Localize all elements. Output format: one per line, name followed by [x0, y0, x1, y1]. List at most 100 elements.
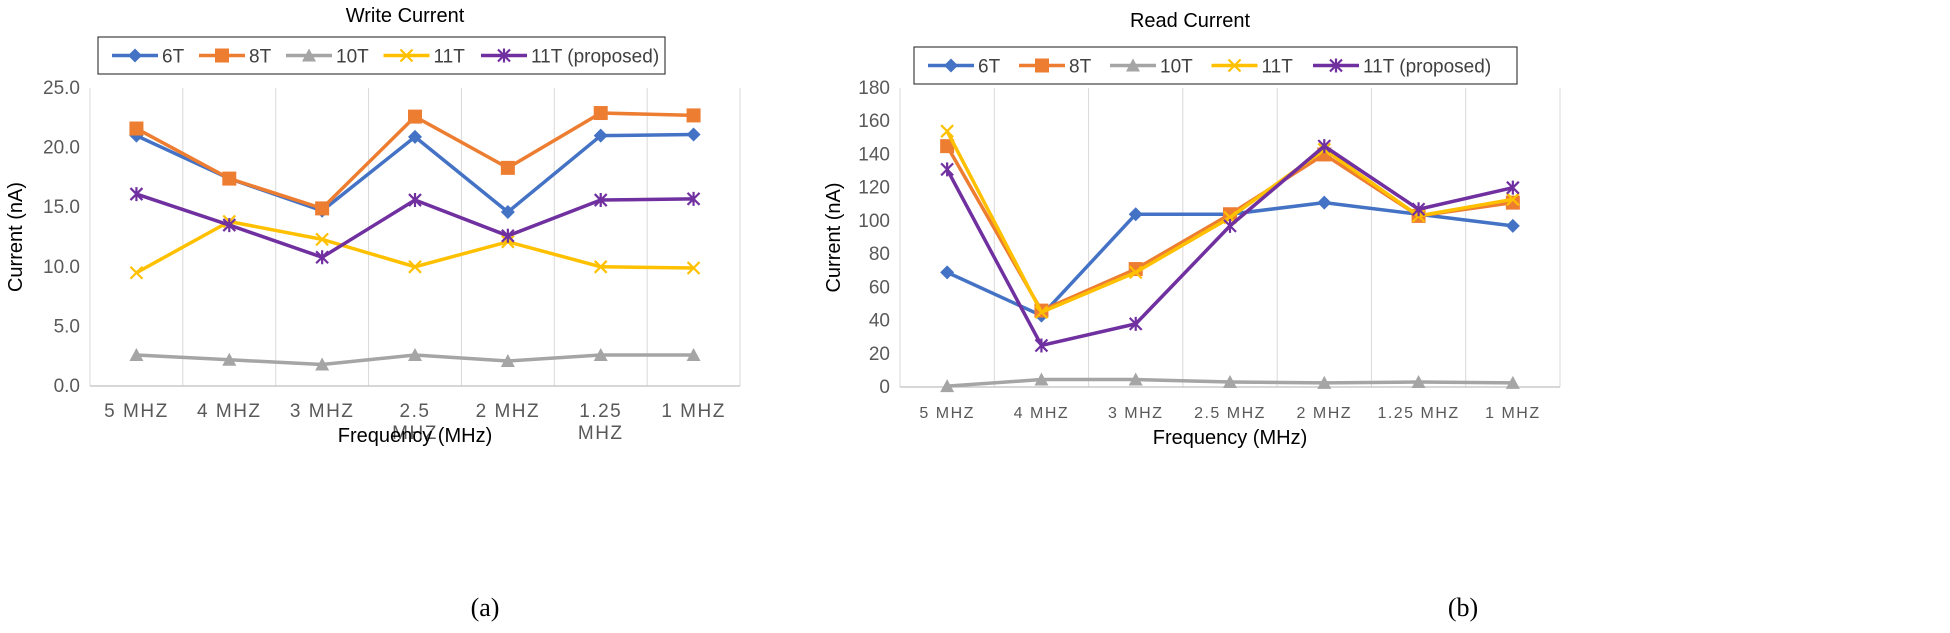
x-tick-label: 4 MHZ: [1014, 405, 1070, 422]
data-point: [593, 348, 608, 362]
series-11t-proposed: [129, 187, 701, 265]
y-tick-label: 60: [869, 277, 890, 298]
legend-marker: [302, 48, 316, 62]
data-point: [1128, 207, 1143, 222]
data-point: [1411, 375, 1426, 389]
data-point: [129, 187, 144, 202]
data-point: [408, 348, 422, 362]
legend-item: 10T: [286, 47, 369, 68]
data-point: [1411, 202, 1426, 217]
x-tick-label: 1.25 MHZ: [578, 401, 624, 444]
legend: 6T 8T 10T 11T 11T (proposed): [97, 36, 666, 75]
data-point: [940, 265, 955, 280]
legend-label: 11T (proposed): [1363, 57, 1491, 78]
data-point: [1034, 338, 1049, 353]
chart-title: Read Current: [1130, 10, 1251, 32]
legend-marker: [1126, 58, 1140, 72]
x-tick-label-line: MHZ: [392, 423, 438, 444]
legend-label: 10T: [1160, 57, 1193, 78]
data-point: [1128, 265, 1143, 280]
data-point: [593, 106, 608, 121]
data-point: [593, 193, 608, 208]
y-tick-label: 120: [858, 178, 890, 199]
y-tick-label: 20.0: [43, 138, 80, 159]
legend-label: 11T: [1262, 57, 1294, 78]
x-tick-label: 3 MHZ: [290, 401, 355, 422]
data-point: [1128, 372, 1143, 386]
x-tick-label: 2.5 MHZ: [392, 401, 438, 444]
y-tick-label: 40: [869, 311, 890, 332]
data-point: [500, 353, 515, 367]
data-point: [500, 160, 515, 175]
data-point: [940, 139, 955, 154]
data-point: [222, 352, 237, 366]
x-tick-label: 2.5 MHZ: [1194, 405, 1266, 422]
legend-label: 6T: [978, 57, 1001, 78]
data-point: [1317, 195, 1332, 210]
legend-item: 6T: [112, 47, 185, 68]
y-tick-label: 10.0: [43, 257, 80, 278]
legend-item: 11T (proposed): [1313, 57, 1491, 78]
x-axis-label: Frequency (MHz): [1153, 427, 1307, 449]
x-axis-label: Frequency (MHz): [338, 425, 492, 447]
caption-a: (a): [471, 593, 500, 622]
legend-item: 10T: [1110, 57, 1193, 78]
data-point: [315, 232, 329, 247]
data-point: [686, 191, 701, 206]
y-tick-label: 20: [869, 344, 890, 365]
x-tick-label: 3 MHZ: [1108, 405, 1164, 422]
y-tick-label: 140: [858, 144, 890, 165]
series-11t-proposed: [940, 139, 1520, 353]
legend-marker: [1227, 58, 1242, 73]
data-point: [1505, 218, 1520, 233]
data-point: [1506, 180, 1520, 195]
data-point: [686, 108, 701, 123]
data-point: [686, 261, 701, 275]
y-tick-label: 180: [858, 78, 890, 99]
legend-marker: [497, 48, 511, 63]
data-point: [686, 127, 701, 142]
chart-read-current: Read Current 0 20 40 60 80 100 120 140 160 180 5 MH…: [823, 10, 1561, 449]
x-tick-label: 5 MHZ: [104, 401, 169, 422]
legend-label: 10T: [336, 47, 369, 68]
series-8t: [129, 106, 701, 216]
data-point: [129, 348, 144, 362]
data-point: [501, 228, 515, 243]
data-point: [315, 201, 330, 216]
y-tick-label: 0: [879, 377, 890, 398]
legend-label: 11T (proposed): [531, 47, 659, 68]
chart-write-current: Write Current 0.0 5.0 10.0 15.0 20.0 25.0 5 MHZ…: [5, 5, 741, 447]
legend-item: 6T: [928, 57, 1001, 78]
x-tick-label: 2 MHZ: [476, 401, 541, 422]
x-tick-label: 2 MHZ: [1297, 405, 1353, 422]
data-point: [1034, 305, 1049, 320]
legend: 6T 8T 10T 11T 11T (proposed): [913, 46, 1518, 85]
series-line: [945, 144, 1514, 348]
x-tick-label-line: 1.25: [579, 401, 622, 422]
data-point: [1223, 375, 1237, 389]
data-point: [1317, 139, 1332, 154]
data-point: [129, 121, 144, 136]
legend-item: 11T: [1211, 57, 1294, 78]
data-point: [940, 162, 954, 177]
data-point: [408, 260, 422, 274]
legend-marker: [1035, 58, 1049, 73]
legend-label: 11T: [434, 47, 466, 68]
data-point: [593, 128, 608, 143]
chart-title: Write Current: [346, 5, 465, 27]
data-point: [408, 193, 422, 208]
legend-marker: [215, 48, 229, 63]
data-point: [1506, 192, 1520, 207]
data-point: [593, 260, 608, 274]
caption-b: (b): [1448, 593, 1478, 622]
x-tick-label: 1 MHZ: [661, 401, 726, 422]
data-point: [1034, 372, 1049, 386]
legend-label: 8T: [249, 47, 272, 68]
x-tick-label: 1.25 MHZ: [1377, 405, 1459, 422]
legend-marker: [399, 48, 414, 63]
y-axis-label: Current (nA): [5, 182, 27, 292]
y-tick-label: 15.0: [43, 197, 80, 218]
data-point: [686, 348, 701, 362]
data-point: [1505, 195, 1520, 210]
